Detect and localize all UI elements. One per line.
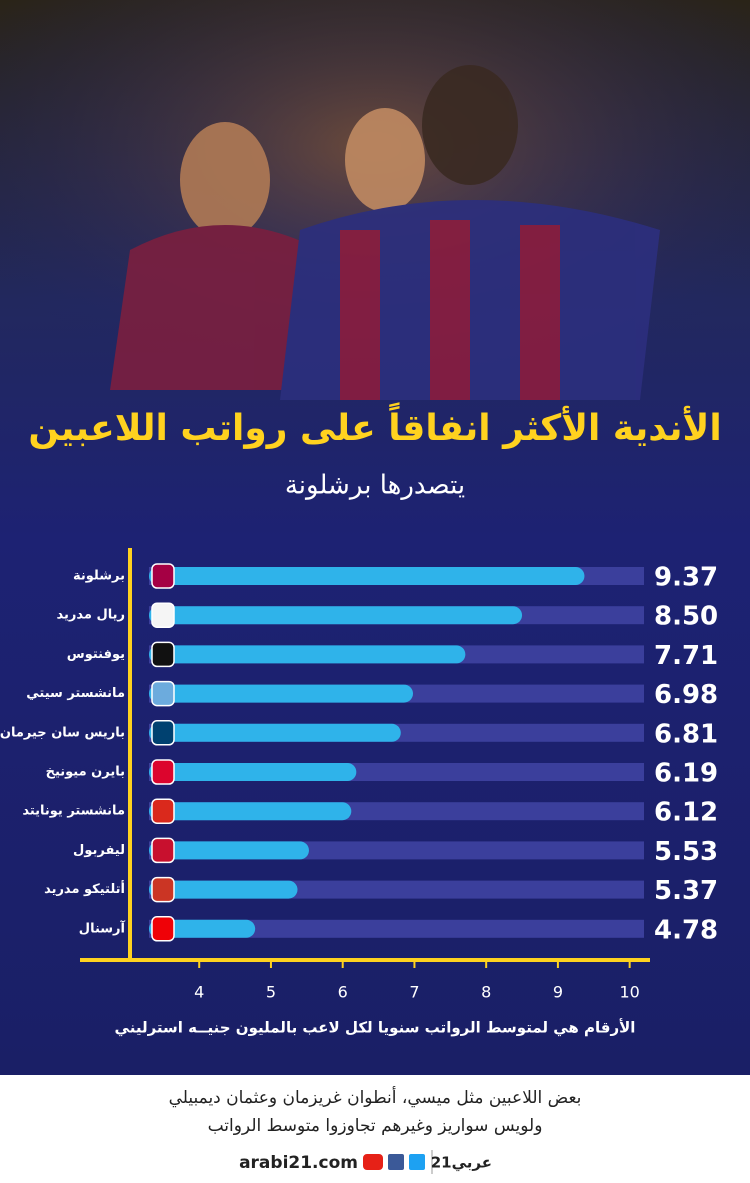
category-label: مانشستر سيتي: [26, 686, 125, 701]
x-tick-label: 9: [553, 983, 563, 1002]
club-logo: [151, 837, 175, 864]
site-url: arabi21.com: [239, 1153, 358, 1173]
x-tick-label: 7: [409, 983, 419, 1002]
club-logo: [151, 876, 175, 903]
value-label: 9.37: [654, 563, 718, 593]
club-logo: [151, 602, 175, 628]
photo-players: [110, 65, 660, 400]
brand: عربي21: [431, 1154, 492, 1172]
bar: [149, 919, 256, 938]
chart-subtitle: يتصدرها برشلونة: [285, 471, 465, 501]
value-label: 6.19: [654, 759, 718, 789]
bar-track: [149, 919, 644, 938]
club-logo: [151, 680, 175, 707]
footer-note: ولويس سواريز وغيرهم تجاوزوا متوسط الروات…: [208, 1116, 543, 1136]
value-label: 4.78: [654, 915, 718, 945]
bar: [149, 880, 298, 899]
youtube-icon: [363, 1154, 383, 1170]
bar: [149, 606, 523, 625]
bar: [149, 567, 585, 585]
x-tick-label: 6: [338, 983, 348, 1002]
category-label: ليفربول: [73, 843, 125, 858]
club-logo: [151, 916, 175, 942]
category-label: يوفنتوس: [67, 647, 125, 662]
chart-title: الأندية الأكثر انفاقاً على رواتب اللاعبي…: [28, 402, 721, 449]
twitter-icon: [409, 1154, 425, 1170]
x-tick-label: 5: [266, 983, 276, 1002]
bar: [149, 763, 357, 781]
bar: [149, 802, 352, 821]
club-logo: [151, 563, 175, 589]
club-logo: [151, 641, 175, 668]
club-logo: [151, 798, 175, 824]
category-label: باريس سان جيرمان: [0, 725, 125, 740]
category-label: ريال مدريد: [57, 608, 126, 623]
value-label: 6.81: [654, 719, 718, 749]
bar: [149, 723, 401, 742]
category-label: بايرن ميونيخ: [46, 765, 125, 780]
value-label: 5.37: [654, 876, 718, 906]
value-label: 8.50: [654, 602, 718, 632]
facebook-icon: [388, 1154, 404, 1170]
footer-note: بعض اللاعبين مثل ميسي، أنطوان غريزمان وع…: [169, 1086, 582, 1108]
value-label: 5.53: [654, 837, 718, 867]
x-axis-label: الأرقام هي لمتوسط الرواتب سنويا لكل لاعب…: [115, 1019, 636, 1037]
category-label: آرسنال: [79, 919, 126, 936]
category-label: أتلتيكو مدريد: [44, 880, 125, 897]
value-label: 6.98: [654, 680, 718, 710]
category-label: برشلونة: [73, 569, 125, 584]
x-tick-label: 10: [619, 983, 639, 1002]
club-logo: [151, 720, 175, 746]
x-tick-label: 4: [194, 983, 204, 1002]
bar: [149, 645, 466, 664]
club-logo: [151, 759, 175, 785]
bar: [149, 841, 309, 860]
value-label: 7.71: [654, 641, 718, 671]
value-label: 6.12: [654, 798, 718, 828]
bar: [149, 684, 413, 703]
x-tick-label: 8: [481, 983, 491, 1002]
category-label: مانشستر يونايتد: [22, 804, 125, 819]
